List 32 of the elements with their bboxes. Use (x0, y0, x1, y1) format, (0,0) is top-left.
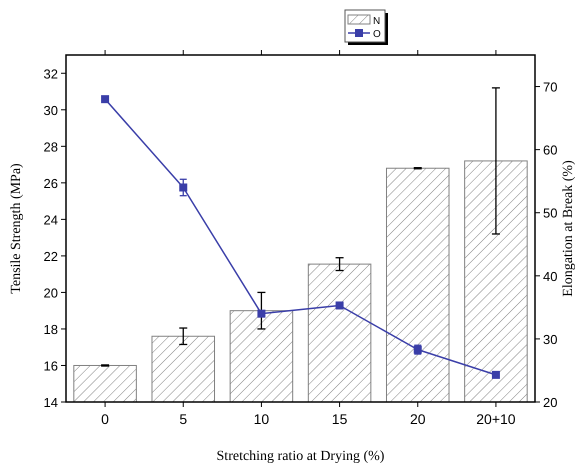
y2-tick-label: 30 (543, 332, 558, 347)
y-tick-label: 28 (44, 139, 58, 154)
y-tick-label: 14 (44, 395, 58, 410)
y-tick-label: 20 (44, 285, 58, 300)
y-tick-label: 22 (44, 248, 58, 264)
y-tick-label: 16 (44, 358, 58, 374)
point (179, 183, 188, 192)
y2-tick-label: 50 (543, 206, 558, 221)
y2-tick-label: 20 (543, 395, 558, 410)
x-axis-title: Stretching ratio at Drying (%) (216, 449, 385, 464)
legend-label: N (373, 16, 380, 27)
y-axis-title: Tensile Strength (MPa) (9, 162, 24, 294)
y-tick-label: 32 (44, 66, 58, 82)
y-tick-label: 26 (44, 176, 58, 191)
y2-tick-label: 60 (543, 142, 558, 158)
x-tick-label: 0 (101, 411, 110, 427)
point (336, 301, 344, 310)
y2-tick-label: 70 (543, 80, 558, 95)
y-tick-label: 24 (44, 212, 58, 228)
x-tick-label: 5 (179, 411, 188, 427)
legend-label: O (373, 29, 381, 40)
x-tick-label: 15 (332, 411, 348, 427)
y-tick-label: 30 (44, 102, 58, 118)
point (257, 310, 266, 318)
y2-tick-label: 40 (543, 268, 558, 284)
y-tick-label: 18 (44, 322, 58, 337)
y2-axis-title: Elongation at Break (%) (561, 160, 576, 297)
x-tick-label: 20 (410, 411, 426, 427)
x-tick-label: 10 (254, 411, 270, 427)
point (492, 370, 500, 379)
x-tick-label: 20+10 (476, 411, 516, 427)
point (101, 95, 110, 104)
